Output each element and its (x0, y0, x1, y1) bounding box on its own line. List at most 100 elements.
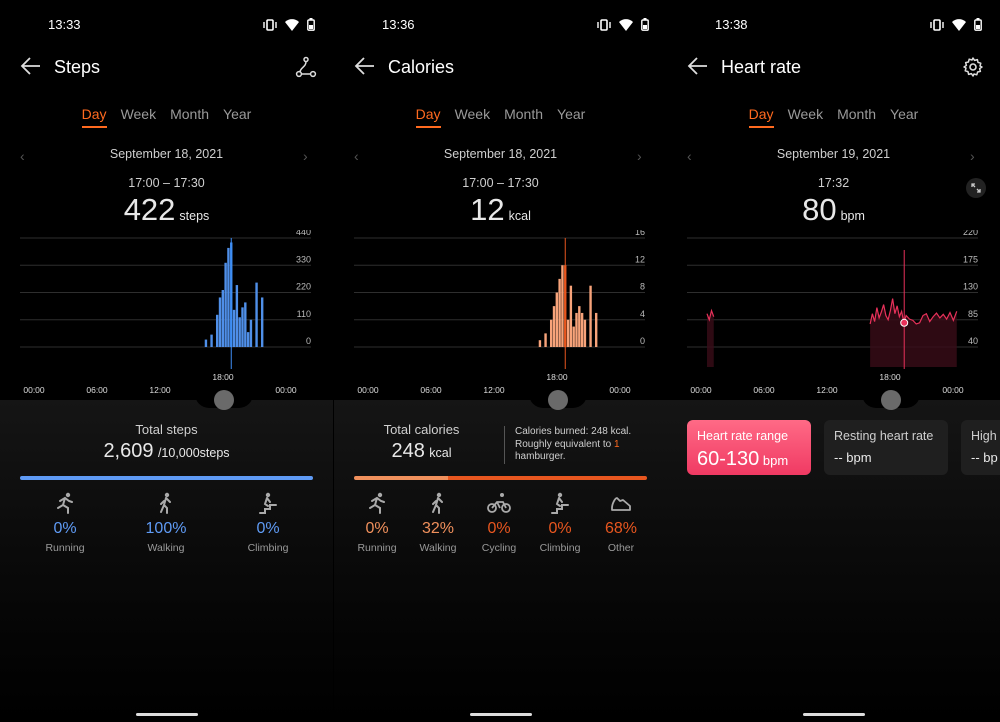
activity-percent: 0% (487, 520, 511, 537)
summary-area (0, 400, 333, 722)
tab-day[interactable]: Day (748, 106, 774, 128)
activity-climbing: 0% Climbing (233, 492, 303, 554)
bar (204, 339, 208, 347)
activity-percent: 32% (421, 520, 455, 537)
period-tabs: Day Week Month Year (667, 106, 1000, 128)
route-icon[interactable] (295, 56, 317, 78)
activity-other: 68% Other (586, 492, 656, 554)
activity-percent: 100% (145, 520, 187, 537)
bar (549, 319, 553, 347)
heart-rate-chart[interactable]: 220 175 130 85 40 00:00 06:00 12:00 00:00 18:00 (667, 230, 1000, 400)
bar (224, 262, 227, 347)
value-number: 80 (802, 192, 837, 227)
y-tick-label: 0 (640, 336, 645, 346)
home-indicator[interactable] (136, 713, 198, 716)
time-slider-handle[interactable] (548, 390, 568, 410)
bar (572, 326, 575, 347)
tab-year[interactable]: Year (890, 106, 919, 122)
x-tick-label: 18:00 (546, 372, 568, 382)
x-tick-label: 00:00 (942, 385, 964, 395)
tab-month[interactable]: Month (504, 106, 544, 122)
home-indicator[interactable] (803, 713, 865, 716)
tab-month[interactable]: Month (837, 106, 877, 122)
y-tick-label: 220 (296, 282, 311, 292)
wifi-icon (952, 18, 966, 31)
steps-progress-bar (20, 476, 313, 480)
bar (235, 285, 239, 347)
next-day-icon[interactable]: › (970, 148, 975, 164)
status-icons (263, 18, 315, 31)
bar (555, 292, 559, 347)
heart-rate-range-card[interactable]: Heart rate range 60-130 bpm (687, 420, 811, 475)
total-label: Total steps (135, 422, 198, 437)
activity-label: Walking (147, 542, 185, 554)
bar (578, 306, 581, 347)
selected-point (900, 318, 909, 327)
selected-value: 12 kcal (334, 192, 667, 228)
period-tabs: Day Week Month Year (334, 106, 667, 128)
selected-date: September 19, 2021 (776, 147, 891, 161)
prev-day-icon[interactable]: ‹ (20, 148, 25, 164)
card-label: High (971, 429, 997, 443)
note-highlight: 1 (613, 438, 620, 450)
tab-year[interactable]: Year (223, 106, 252, 122)
cycling-icon (487, 493, 511, 513)
back-arrow-icon[interactable] (687, 55, 709, 77)
bar (244, 302, 247, 347)
y-tick-label: 16 (635, 230, 645, 237)
activity-percent: 68% (604, 520, 638, 537)
value-unit: bpm (840, 209, 865, 223)
climbing-icon (259, 492, 277, 514)
card-value: 60-130 bpm (697, 448, 788, 471)
selected-date: September 18, 2021 (443, 147, 558, 161)
tab-day[interactable]: Day (415, 106, 441, 128)
calories-chart[interactable]: 16 12 8 4 0 00:00 06:00 12:00 00:00 18:00 (334, 230, 667, 400)
y-tick-label: 175 (963, 254, 978, 264)
heart-rate-evening-area (870, 298, 957, 367)
back-arrow-icon[interactable] (20, 55, 42, 77)
home-indicator[interactable] (470, 713, 532, 716)
next-day-icon[interactable]: › (637, 148, 642, 164)
status-time: 13:38 (715, 17, 748, 32)
summary-area (334, 400, 667, 722)
expand-icon[interactable] (966, 178, 986, 198)
page-title: Heart rate (721, 57, 802, 77)
y-tick-label: 130 (963, 282, 978, 292)
battery-icon (974, 18, 982, 31)
bar (241, 307, 244, 347)
total-number: 248 (391, 440, 425, 462)
next-day-icon[interactable]: › (303, 148, 308, 164)
time-slider-handle[interactable] (881, 390, 901, 410)
bar (580, 312, 584, 347)
total-unit: kcal (429, 446, 452, 460)
x-tick-label: 00:00 (275, 385, 297, 395)
high-heart-rate-card[interactable]: High -- bp (961, 420, 1000, 475)
gear-icon[interactable] (962, 56, 984, 78)
activity-label: Running (45, 542, 85, 554)
tab-week[interactable]: Week (787, 106, 824, 122)
activity-label: Climbing (539, 542, 581, 554)
resting-heart-rate-card[interactable]: Resting heart rate -- bpm (824, 420, 948, 475)
bar (255, 282, 258, 347)
tab-year[interactable]: Year (557, 106, 586, 122)
tab-week[interactable]: Week (454, 106, 491, 122)
status-icons (597, 18, 649, 31)
time-range: 17:00 – 17:30 (128, 176, 205, 190)
time-slider-handle[interactable] (214, 390, 234, 410)
back-arrow-icon[interactable] (354, 55, 376, 77)
total-value: 2,609 /10,000steps (0, 440, 333, 463)
tab-week[interactable]: Week (120, 106, 157, 122)
prev-day-icon[interactable]: ‹ (354, 148, 359, 164)
x-tick-label: 00:00 (23, 385, 45, 395)
bar (238, 317, 241, 347)
steps-chart[interactable]: 440 330 220 110 0 00:00 06:00 12:00 00:00 18:00 (0, 230, 333, 400)
tab-day[interactable]: Day (81, 106, 107, 128)
page-title: Steps (54, 57, 101, 77)
x-tick-label: 12:00 (483, 385, 505, 395)
prev-day-icon[interactable]: ‹ (687, 148, 692, 164)
vibrate-icon (597, 18, 611, 31)
running-icon (369, 492, 385, 514)
x-tick-label: 06:00 (420, 385, 442, 395)
tab-month[interactable]: Month (170, 106, 210, 122)
activity-label: Walking (419, 542, 457, 554)
